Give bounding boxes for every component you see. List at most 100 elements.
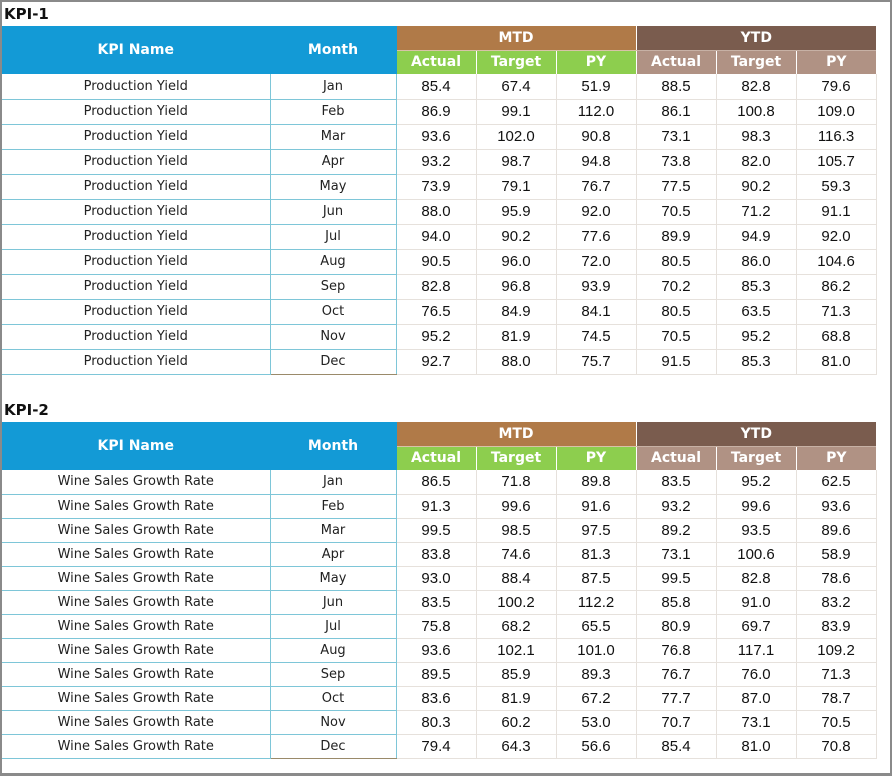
ytd-target-cell[interactable]: 95.2: [716, 470, 797, 495]
mtd-actual-cell[interactable]: 86.9: [396, 99, 477, 125]
ytd-actual-cell[interactable]: 70.2: [636, 274, 717, 300]
mtd-actual-cell[interactable]: 92.7: [396, 349, 477, 375]
month-cell[interactable]: Feb: [270, 99, 397, 125]
mtd-target-cell[interactable]: 98.7: [476, 149, 557, 175]
mtd-target-cell[interactable]: 100.2: [476, 590, 557, 615]
mtd-py-cell[interactable]: 65.5: [556, 614, 637, 639]
month-cell[interactable]: Oct: [270, 299, 397, 325]
ytd-target-cell[interactable]: 81.0: [716, 734, 797, 759]
ytd-actual-cell[interactable]: 86.1: [636, 99, 717, 125]
mtd-target-cell[interactable]: 99.1: [476, 99, 557, 125]
mtd-py-cell[interactable]: 91.6: [556, 494, 637, 519]
mtd-py-cell[interactable]: 51.9: [556, 74, 637, 100]
ytd-actual-cell[interactable]: 89.2: [636, 518, 717, 543]
ytd-py-cell[interactable]: 109.0: [796, 99, 877, 125]
month-cell[interactable]: Dec: [270, 349, 397, 375]
ytd-py-cell[interactable]: 78.7: [796, 686, 877, 711]
ytd-actual-cell[interactable]: 76.8: [636, 638, 717, 663]
ytd-py-cell[interactable]: 62.5: [796, 470, 877, 495]
month-cell[interactable]: Jan: [270, 74, 397, 100]
mtd-py-cell[interactable]: 53.0: [556, 710, 637, 735]
mtd-py-cell[interactable]: 112.2: [556, 590, 637, 615]
month-cell[interactable]: Oct: [270, 686, 397, 711]
mtd-py-cell[interactable]: 89.8: [556, 470, 637, 495]
mtd-py-cell[interactable]: 101.0: [556, 638, 637, 663]
mtd-py-cell[interactable]: 76.7: [556, 174, 637, 200]
ytd-py-cell[interactable]: 93.6: [796, 494, 877, 519]
mtd-target-cell[interactable]: 98.5: [476, 518, 557, 543]
month-cell[interactable]: Jan: [270, 470, 397, 495]
mtd-actual-cell[interactable]: 91.3: [396, 494, 477, 519]
mtd-actual-cell[interactable]: 79.4: [396, 734, 477, 759]
mtd-actual-cell[interactable]: 88.0: [396, 199, 477, 225]
mtd-actual-cell[interactable]: 86.5: [396, 470, 477, 495]
mtd-py-cell[interactable]: 89.3: [556, 662, 637, 687]
ytd-target-cell[interactable]: 100.8: [716, 99, 797, 125]
mtd-actual-cell[interactable]: 93.0: [396, 566, 477, 591]
kpi-name-cell[interactable]: Production Yield: [2, 224, 271, 250]
mtd-target-cell[interactable]: 88.0: [476, 349, 557, 375]
ytd-actual-cell[interactable]: 80.5: [636, 299, 717, 325]
ytd-py-cell[interactable]: 68.8: [796, 324, 877, 350]
mtd-actual-cell[interactable]: 76.5: [396, 299, 477, 325]
kpi-name-cell[interactable]: Wine Sales Growth Rate: [2, 686, 271, 711]
month-cell[interactable]: Aug: [270, 638, 397, 663]
mtd-target-cell[interactable]: 95.9: [476, 199, 557, 225]
ytd-target-cell[interactable]: 82.0: [716, 149, 797, 175]
mtd-target-cell[interactable]: 102.0: [476, 124, 557, 150]
ytd-target-cell[interactable]: 71.2: [716, 199, 797, 225]
mtd-target-cell[interactable]: 90.2: [476, 224, 557, 250]
ytd-py-cell[interactable]: 79.6: [796, 74, 877, 100]
kpi-name-cell[interactable]: Production Yield: [2, 274, 271, 300]
ytd-py-cell[interactable]: 70.8: [796, 734, 877, 759]
month-cell[interactable]: Jun: [270, 199, 397, 225]
mtd-actual-cell[interactable]: 93.6: [396, 638, 477, 663]
ytd-actual-cell[interactable]: 73.1: [636, 542, 717, 567]
mtd-target-cell[interactable]: 71.8: [476, 470, 557, 495]
mtd-target-cell[interactable]: 67.4: [476, 74, 557, 100]
ytd-actual-cell[interactable]: 89.9: [636, 224, 717, 250]
ytd-py-cell[interactable]: 116.3: [796, 124, 877, 150]
mtd-py-cell[interactable]: 56.6: [556, 734, 637, 759]
ytd-actual-cell[interactable]: 83.5: [636, 470, 717, 495]
month-cell[interactable]: Sep: [270, 662, 397, 687]
mtd-actual-cell[interactable]: 75.8: [396, 614, 477, 639]
kpi-name-cell[interactable]: Wine Sales Growth Rate: [2, 614, 271, 639]
mtd-py-cell[interactable]: 74.5: [556, 324, 637, 350]
ytd-target-cell[interactable]: 117.1: [716, 638, 797, 663]
kpi-name-cell[interactable]: Wine Sales Growth Rate: [2, 662, 271, 687]
mtd-py-cell[interactable]: 67.2: [556, 686, 637, 711]
ytd-actual-cell[interactable]: 88.5: [636, 74, 717, 100]
ytd-target-cell[interactable]: 63.5: [716, 299, 797, 325]
kpi-name-cell[interactable]: Production Yield: [2, 299, 271, 325]
ytd-target-cell[interactable]: 82.8: [716, 566, 797, 591]
month-cell[interactable]: Jun: [270, 590, 397, 615]
kpi-name-cell[interactable]: Production Yield: [2, 124, 271, 150]
mtd-target-cell[interactable]: 60.2: [476, 710, 557, 735]
ytd-actual-cell[interactable]: 85.4: [636, 734, 717, 759]
mtd-target-cell[interactable]: 81.9: [476, 324, 557, 350]
ytd-actual-cell[interactable]: 93.2: [636, 494, 717, 519]
month-cell[interactable]: Dec: [270, 734, 397, 759]
kpi-name-cell[interactable]: Wine Sales Growth Rate: [2, 590, 271, 615]
mtd-py-cell[interactable]: 84.1: [556, 299, 637, 325]
mtd-py-cell[interactable]: 97.5: [556, 518, 637, 543]
ytd-py-cell[interactable]: 59.3: [796, 174, 877, 200]
mtd-py-cell[interactable]: 75.7: [556, 349, 637, 375]
mtd-target-cell[interactable]: 96.8: [476, 274, 557, 300]
mtd-target-cell[interactable]: 102.1: [476, 638, 557, 663]
kpi-name-cell[interactable]: Wine Sales Growth Rate: [2, 518, 271, 543]
mtd-py-cell[interactable]: 94.8: [556, 149, 637, 175]
ytd-py-cell[interactable]: 71.3: [796, 662, 877, 687]
kpi-name-cell[interactable]: Production Yield: [2, 199, 271, 225]
ytd-target-cell[interactable]: 85.3: [716, 349, 797, 375]
month-cell[interactable]: Mar: [270, 124, 397, 150]
month-cell[interactable]: May: [270, 566, 397, 591]
month-cell[interactable]: Mar: [270, 518, 397, 543]
ytd-target-cell[interactable]: 69.7: [716, 614, 797, 639]
kpi-name-cell[interactable]: Wine Sales Growth Rate: [2, 566, 271, 591]
month-cell[interactable]: Feb: [270, 494, 397, 519]
ytd-target-cell[interactable]: 90.2: [716, 174, 797, 200]
ytd-target-cell[interactable]: 76.0: [716, 662, 797, 687]
mtd-actual-cell[interactable]: 89.5: [396, 662, 477, 687]
